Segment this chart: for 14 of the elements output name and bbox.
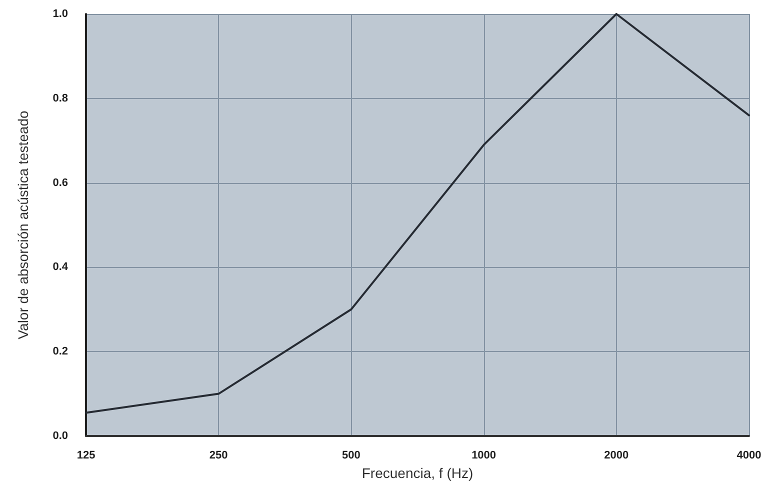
y-tick-label: 0.2 (52, 346, 68, 358)
y-axis-title: Valor de absorción acústica testeado (15, 110, 31, 340)
x-axis-title: Frecuencia, f (Hz) (362, 464, 474, 481)
x-tick-label: 500 (342, 450, 360, 462)
y-tick-label: 0.0 (52, 430, 68, 442)
x-tick-label: 250 (209, 450, 228, 462)
x-tick-label: 1000 (472, 450, 496, 462)
y-tick-label: 0.8 (52, 92, 68, 104)
y-tick-label: 0.6 (52, 176, 68, 189)
x-tick-label: 2000 (604, 450, 629, 462)
x-tick-label: 125 (76, 450, 96, 462)
y-tick-label: 0.4 (52, 261, 69, 274)
y-tick-label: 1.0 (52, 8, 68, 20)
x-tick-label: 4000 (736, 450, 762, 462)
